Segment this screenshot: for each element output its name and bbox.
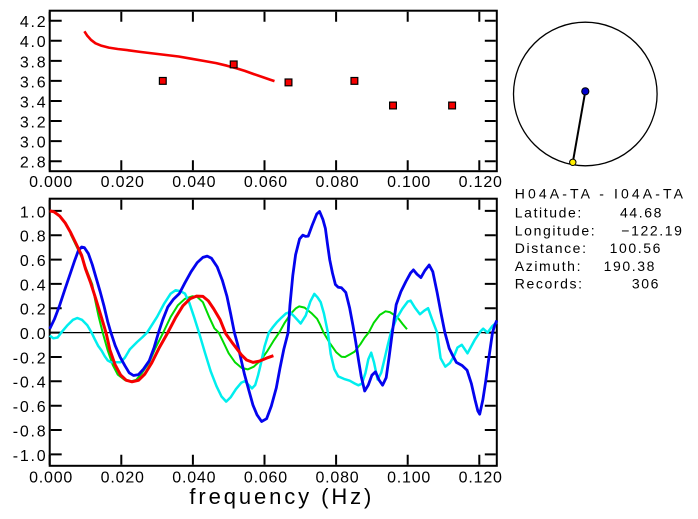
svg-text:4.2: 4.2 <box>20 14 48 31</box>
svg-text:-1.0: -1.0 <box>13 448 48 465</box>
svg-text:0.100: 0.100 <box>387 470 431 487</box>
svg-text:100.56: 100.56 <box>610 240 662 256</box>
svg-text:0.080: 0.080 <box>315 470 359 487</box>
svg-text:0.060: 0.060 <box>244 174 288 191</box>
svg-text:Distance:: Distance: <box>515 240 588 256</box>
svg-text:0.020: 0.020 <box>101 470 145 487</box>
svg-text:-0.6: -0.6 <box>13 399 48 416</box>
svg-text:0.6: 0.6 <box>20 253 48 270</box>
svg-text:0.000: 0.000 <box>29 174 73 191</box>
svg-text:0.120: 0.120 <box>459 174 503 191</box>
svg-text:frequency (Hz): frequency (Hz) <box>189 484 374 509</box>
svg-text:Azimuth:: Azimuth: <box>515 258 582 274</box>
svg-text:Records:: Records: <box>515 276 584 292</box>
svg-text:0.2: 0.2 <box>20 302 48 319</box>
svg-text:0.020: 0.020 <box>101 174 145 191</box>
svg-text:3.2: 3.2 <box>20 114 48 131</box>
svg-text:1.0: 1.0 <box>20 204 48 221</box>
svg-text:3.4: 3.4 <box>20 94 48 111</box>
svg-text:0.060: 0.060 <box>244 470 288 487</box>
svg-text:306: 306 <box>632 276 660 292</box>
svg-text:0.080: 0.080 <box>315 174 359 191</box>
svg-text:Longitude:: Longitude: <box>515 223 596 239</box>
svg-text:H04A-TA - I04A-TA: H04A-TA - I04A-TA <box>515 186 686 202</box>
svg-text:44.68: 44.68 <box>620 205 663 221</box>
svg-text:0.040: 0.040 <box>172 174 216 191</box>
svg-text:3.6: 3.6 <box>20 74 48 91</box>
svg-text:0.100: 0.100 <box>387 174 431 191</box>
svg-text:-0.2: -0.2 <box>13 350 48 367</box>
svg-text:2.8: 2.8 <box>20 155 48 172</box>
svg-text:0.040: 0.040 <box>172 470 216 487</box>
svg-text:0.8: 0.8 <box>20 229 48 246</box>
svg-text:Latitude:: Latitude: <box>515 205 583 221</box>
svg-text:0.0: 0.0 <box>20 326 48 343</box>
svg-text:3.8: 3.8 <box>20 54 48 71</box>
svg-text:3.0: 3.0 <box>20 135 48 152</box>
svg-text:-0.8: -0.8 <box>13 423 48 440</box>
svg-text:0.000: 0.000 <box>29 470 73 487</box>
svg-text:0.4: 0.4 <box>20 277 48 294</box>
svg-text:-0.4: -0.4 <box>13 375 48 392</box>
svg-text:4.0: 4.0 <box>20 34 48 51</box>
svg-text:190.38: 190.38 <box>604 258 656 274</box>
svg-text:−122.19: −122.19 <box>621 223 683 239</box>
svg-text:0.120: 0.120 <box>459 470 503 487</box>
